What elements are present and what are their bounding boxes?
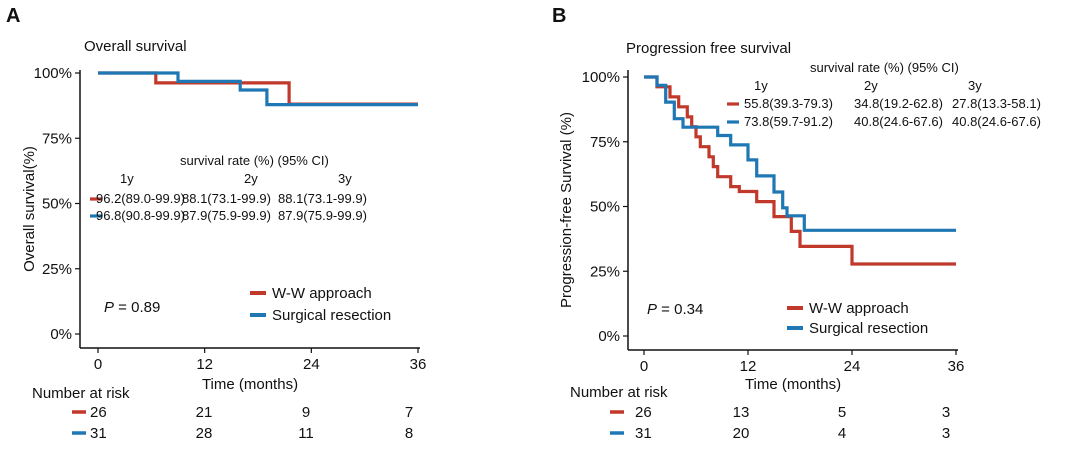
panel-b-survival-table-cell-ww: 27.8(13.3-58.1) — [952, 96, 1041, 111]
panel-a-y-tick-label: 0% — [50, 326, 72, 343]
panel-a-p-symbol: P — [104, 299, 114, 316]
panel-b-risk-table-cell-ww: 13 — [733, 404, 750, 421]
panel-b-survival-table-cell-surgical: 40.8(24.6-67.6) — [854, 114, 943, 129]
panel-b-letter: B — [552, 5, 566, 27]
panel-b-y-tick-label: 100% — [582, 69, 620, 86]
panel-a-risk-table-cell-surgical: 31 — [90, 425, 107, 442]
panel-a-risk-table-cell-surgical: 8 — [405, 425, 413, 442]
panel-a-y-tick-label: 100% — [34, 65, 72, 82]
panel-a-risk-table-cell-ww: 26 — [90, 404, 107, 421]
panel-a-survival-table-header: survival rate (%) (95% CI) — [180, 153, 329, 168]
panel-a-y-tick-label: 25% — [42, 261, 72, 278]
panel-a-survival-table-cell-surgical: 96.8(90.8-99.9) — [96, 208, 185, 223]
panel-a-risk-table-cell-ww: 7 — [405, 404, 413, 421]
panel-a-risk-table-cell-ww: 9 — [302, 404, 310, 421]
panel-b-risk-table-cell-ww: 3 — [942, 404, 950, 421]
panel-a-y-tick-label: 75% — [42, 130, 72, 147]
panel-a-survival-table-cell-ww: 96.2(89.0-99.9) — [96, 191, 185, 206]
panel-a-survival-table-cell-surgical: 87.9(75.9-99.9) — [278, 208, 367, 223]
panel-b-survival-table-cell-surgical: 40.8(24.6-67.6) — [952, 114, 1041, 129]
panel-a-risk-table-title: Number at risk — [32, 385, 130, 402]
panel-b-legend-label-surgical: Surgical resection — [809, 320, 928, 337]
panel-b-x-tick-label: 24 — [844, 358, 861, 375]
panel-a-survival-table-cell-ww: 88.1(73.1-99.9) — [278, 191, 367, 206]
panel-b-risk-table-cell-surgical: 3 — [942, 425, 950, 442]
panel-b-series-surgical-line — [644, 75, 956, 232]
panel-b-x-axis-label: Time (months) — [745, 376, 841, 393]
panel-b-risk-table-cell-ww: 26 — [635, 404, 652, 421]
panel-b-survival-table-col-2y: 2y — [864, 78, 878, 93]
panel-a-risk-table-cell-surgical: 11 — [298, 425, 314, 442]
panel-a-survival-table-cell-surgical: 87.9(75.9-99.9) — [182, 208, 271, 223]
panel-b-risk-table-title: Number at risk — [570, 384, 668, 401]
panel-b-x-tick-label: 36 — [948, 358, 965, 375]
panel-b-risk-table-cell-surgical: 31 — [635, 425, 652, 442]
panel-b-p-symbol: P — [647, 301, 657, 318]
panel-a-y-tick-label: 50% — [42, 196, 72, 213]
panel-a-series-surgical-line — [98, 71, 418, 107]
panel-a-x-tick-label: 36 — [410, 356, 427, 373]
panel-a-legend-label-surgical: Surgical resection — [272, 307, 391, 324]
panel-a-risk-table-cell-ww: 21 — [196, 404, 213, 421]
panel-b-survival-table-col-1y: 1y — [754, 78, 768, 93]
panel-b-x-tick-label: 12 — [740, 358, 757, 375]
panel-a-legend-label-ww: W-W approach — [272, 285, 372, 302]
panel-b-survival-table-cell-surgical: 73.8(59.7-91.2) — [744, 114, 833, 129]
panel-b-y-tick-label: 25% — [590, 263, 620, 280]
panel-b-y-tick-label: 75% — [590, 134, 620, 151]
panel-a-x-tick-label: 12 — [196, 356, 213, 373]
panel-a-risk-table-cell-surgical: 28 — [196, 425, 213, 442]
panel-b-p-number: = 0.34 — [657, 301, 703, 318]
panel-b-title: Progression free survival — [626, 40, 791, 57]
panel-b-risk-table-cell-surgical: 4 — [838, 425, 846, 442]
panel-a-y-axis-label: Overall survival(%) — [21, 146, 38, 272]
panel-b-y-axis-label: Progression-free Survival (%) — [558, 112, 575, 308]
panel-b-survival-table-col-3y: 3y — [968, 78, 982, 93]
panel-a-title: Overall survival — [84, 38, 187, 55]
panel-a-survival-table-col-2y: 2y — [244, 171, 258, 186]
panel-a-survival-table-cell-ww: 88.1(73.1-99.9) — [182, 191, 271, 206]
panel-a-p-value: P = 0.89 — [104, 299, 160, 316]
panel-b-survival-table-cell-ww: 55.8(39.3-79.3) — [744, 96, 833, 111]
panel-a-x-tick-label: 24 — [303, 356, 320, 373]
panel-b-survival-table-cell-ww: 34.8(19.2-62.8) — [854, 96, 943, 111]
panel-b-y-tick-label: 50% — [590, 199, 620, 216]
panel-a-x-axis-label: Time (months) — [202, 376, 298, 393]
panel-b-x-tick-label: 0 — [640, 358, 648, 375]
panel-a-x-tick-label: 0 — [94, 356, 102, 373]
panel-b-legend-label-ww: W-W approach — [809, 300, 909, 317]
panel-b-series-ww-line — [644, 75, 956, 266]
panel-b-risk-table-cell-surgical: 20 — [733, 425, 750, 442]
panel-a-p-number: = 0.89 — [114, 299, 160, 316]
panel-a-letter: A — [6, 5, 20, 27]
panel-b-y-tick-label: 0% — [598, 328, 620, 345]
panel-a-survival-table-col-1y: 1y — [120, 171, 134, 186]
panel-a-survival-table-col-3y: 3y — [338, 171, 352, 186]
panel-b-risk-table-cell-ww: 5 — [838, 404, 846, 421]
panel-b-p-value: P = 0.34 — [647, 301, 703, 318]
panel-b-survival-table-header: survival rate (%) (95% CI) — [810, 60, 959, 75]
